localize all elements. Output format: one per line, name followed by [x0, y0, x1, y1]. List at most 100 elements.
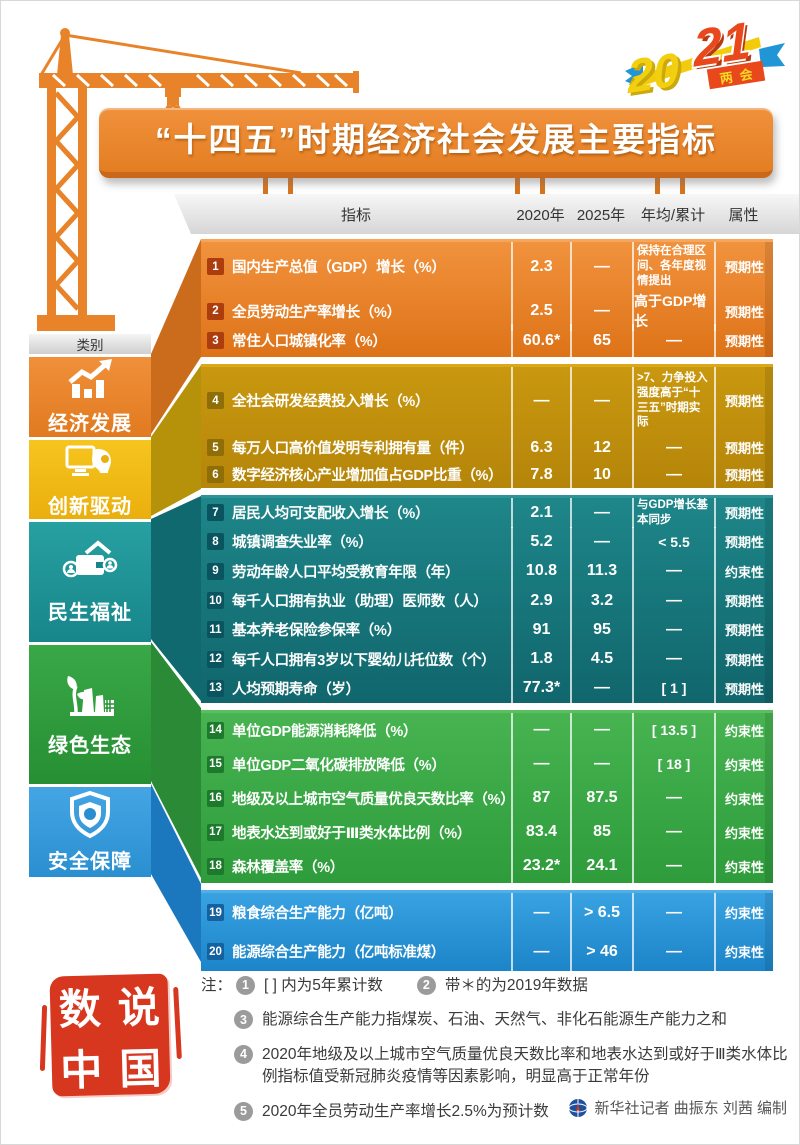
value-2020: —: [533, 903, 550, 921]
sidebar-item-label: 经济发展: [48, 413, 132, 435]
value-2025: —: [594, 721, 610, 739]
value-2025: 3.2: [590, 591, 614, 609]
value-2020: 87: [532, 789, 551, 807]
note-number-badge: 3: [234, 1010, 253, 1030]
row-number-badge: 3: [207, 332, 224, 349]
value-2020: —: [533, 755, 550, 773]
attribute-label: 预期性: [724, 441, 764, 456]
value-avg-cumulative: —: [666, 942, 682, 960]
sidebar-item-innovation: 创新驱动: [29, 440, 151, 519]
value-2025: —: [594, 391, 610, 409]
indicator-label: 常住人口城镇化率（%）: [232, 334, 387, 350]
indicator-label: 居民人均可支配收入增长（%）: [232, 506, 430, 523]
row-number-badge: 1: [207, 258, 224, 275]
value-2025: 24.1: [586, 857, 618, 875]
indicator-label: 地表水达到或好于Ⅲ类水体比例（%）: [232, 825, 471, 842]
value-avg-cumulative: —: [666, 562, 682, 580]
badge-ribbons: [625, 37, 785, 89]
value-2020: 1.8: [530, 650, 553, 668]
table-row: 5 每万人口高价值发明专利拥有量（件） 6.3 12 — 预期性: [201, 434, 773, 461]
attribute-label: 约束性: [724, 906, 764, 922]
indicator-label: 基本养老保险参保率（%）: [232, 623, 401, 640]
value-2025: —: [594, 302, 610, 319]
table-row: 10 每千人口拥有执业（助理）医师数（人） 2.9 3.2 — 预期性: [201, 585, 773, 616]
attribute-label: 预期性: [724, 506, 764, 522]
page-title: “十四五”时期经济社会发展主要指标: [155, 121, 717, 158]
attribute-label: 约束性: [724, 859, 764, 875]
category-sidebar: 类别 经济发展 创新驱动: [29, 334, 151, 877]
row-number-badge: 9: [207, 562, 224, 580]
table-row: 1 国内生产总值（GDP）增长（%） 2.3 — 保持在合理区间、各年度视情提出…: [201, 242, 773, 291]
indicator-label: 每万人口高价值发明专利拥有量（件）: [232, 441, 474, 457]
growth-chart-icon: [68, 359, 112, 398]
eco-plant-icon: [67, 675, 114, 716]
indicator-label: 森林覆盖率（%）: [232, 859, 344, 876]
mast-lattice: [52, 91, 82, 311]
note-text: 能源综合生产能力指煤炭、石油、天然气、非化石能源生产能力之和: [262, 1011, 728, 1029]
row-number-badge: 5: [207, 439, 224, 456]
table-row: 9 劳动年龄人口平均受教育年限（年） 10.8 11.3 — 约束性: [201, 556, 773, 586]
indicator-label: 能源综合生产能力（亿吨标准煤）: [232, 945, 445, 962]
row-number-badge: 12: [207, 650, 224, 668]
value-avg-cumulative: —: [666, 465, 682, 483]
table-row: 18 森林覆盖率（%） 23.2* 24.1 — 约束性: [201, 849, 773, 884]
section-innovation: 4 全社会研发经费投入增长（%） — — >7、力争投入强度高于“十三五”时期实…: [201, 364, 773, 488]
row-number-badge: 6: [207, 466, 224, 483]
indicator-label: 人均预期寿命（岁）: [232, 681, 360, 698]
table-row: 14 单位GDP能源消耗降低（%） — — [ 13.5 ] 约束性: [201, 713, 773, 748]
category-connectors: [151, 239, 201, 962]
value-2020: 2.3: [530, 257, 553, 275]
attribute-label: 约束性: [724, 757, 764, 773]
value-avg-cumulative: < 5.5: [658, 533, 690, 550]
footnotes: 注： 1 [ ] 内为5年累计数 2 带＊的为2019年数据 3 能源综合生产能…: [201, 975, 793, 1135]
crane-cables: [39, 33, 302, 116]
attribute-label: 约束性: [724, 723, 764, 739]
attribute-label: 预期性: [724, 334, 764, 349]
value-2020: 83.4: [525, 823, 558, 841]
attribute-label: 预期性: [724, 260, 764, 275]
sidebar-item-label: 安全保障: [48, 851, 132, 873]
value-avg-cumulative: —: [666, 591, 682, 609]
value-2020: 5.2: [530, 532, 553, 550]
value-2020: —: [533, 391, 550, 409]
indicator-label: 全员劳动生产率增长（%）: [232, 304, 401, 321]
value-2020: 2.9: [530, 591, 553, 609]
note-number-badge: 5: [234, 1101, 253, 1121]
note-text: [ ] 内为5年累计数: [264, 977, 383, 994]
indicator-label: 每千人口拥有执业（助理）医师数（人）: [232, 594, 488, 611]
table-row: 13 人均预期寿命（岁） 77.3* — [ 1 ] 预期性: [201, 673, 773, 704]
sidebar-item-label: 创新驱动: [48, 495, 132, 518]
value-avg-cumulative: —: [666, 823, 682, 841]
seal-char: 说: [117, 985, 161, 1033]
credit-text: 新华社记者 曲振东 刘茜 编制: [594, 1100, 787, 1117]
row-number-badge: 7: [207, 504, 224, 522]
sidebar-item-security: 安全保障: [29, 787, 151, 877]
shushuo-zhongguo-seal: 数 说 中 国: [39, 967, 191, 1117]
value-2025: > 6.5: [583, 903, 621, 921]
value-2025: 11.3: [586, 562, 618, 580]
value-avg-cumulative: —: [666, 438, 682, 456]
indicator-label: 城镇调查失业率（%）: [232, 535, 373, 552]
col-header-2025: 2025年: [576, 206, 626, 224]
value-avg-cumulative: 与GDP增长基本同步: [637, 499, 708, 526]
innovation-icon: [65, 445, 111, 476]
row-number-badge: 10: [207, 592, 224, 610]
attribute-label: 约束性: [724, 564, 764, 580]
xinhua-logo-icon: [568, 1098, 588, 1117]
value-2020: 60.6*: [522, 331, 561, 349]
livelihood-icon: [62, 540, 118, 578]
value-2020: 7.8: [530, 465, 553, 483]
attribute-label: 预期性: [724, 652, 764, 668]
table-row: 19 粮食综合生产能力（亿吨） — > 6.5 — 约束性: [201, 893, 773, 933]
sidebar-item-economic: 经济发展: [29, 357, 151, 437]
col-header-indicator: 指标: [340, 206, 371, 224]
seal-brush-mark: [173, 986, 182, 1060]
col-header-avg: 年均/累计: [640, 206, 706, 224]
attribute-label: 约束性: [724, 945, 764, 961]
row-number-badge: 8: [207, 533, 224, 551]
note-line-1: 注： 1 [ ] 内为5年累计数 2 带＊的为2019年数据: [201, 975, 793, 997]
attribute-label: 预期性: [724, 394, 764, 409]
attribute-label: 预期性: [724, 623, 764, 639]
section-eco: 14 单位GDP能源消耗降低（%） — — [ 13.5 ] 约束性 15 单位…: [201, 710, 773, 884]
